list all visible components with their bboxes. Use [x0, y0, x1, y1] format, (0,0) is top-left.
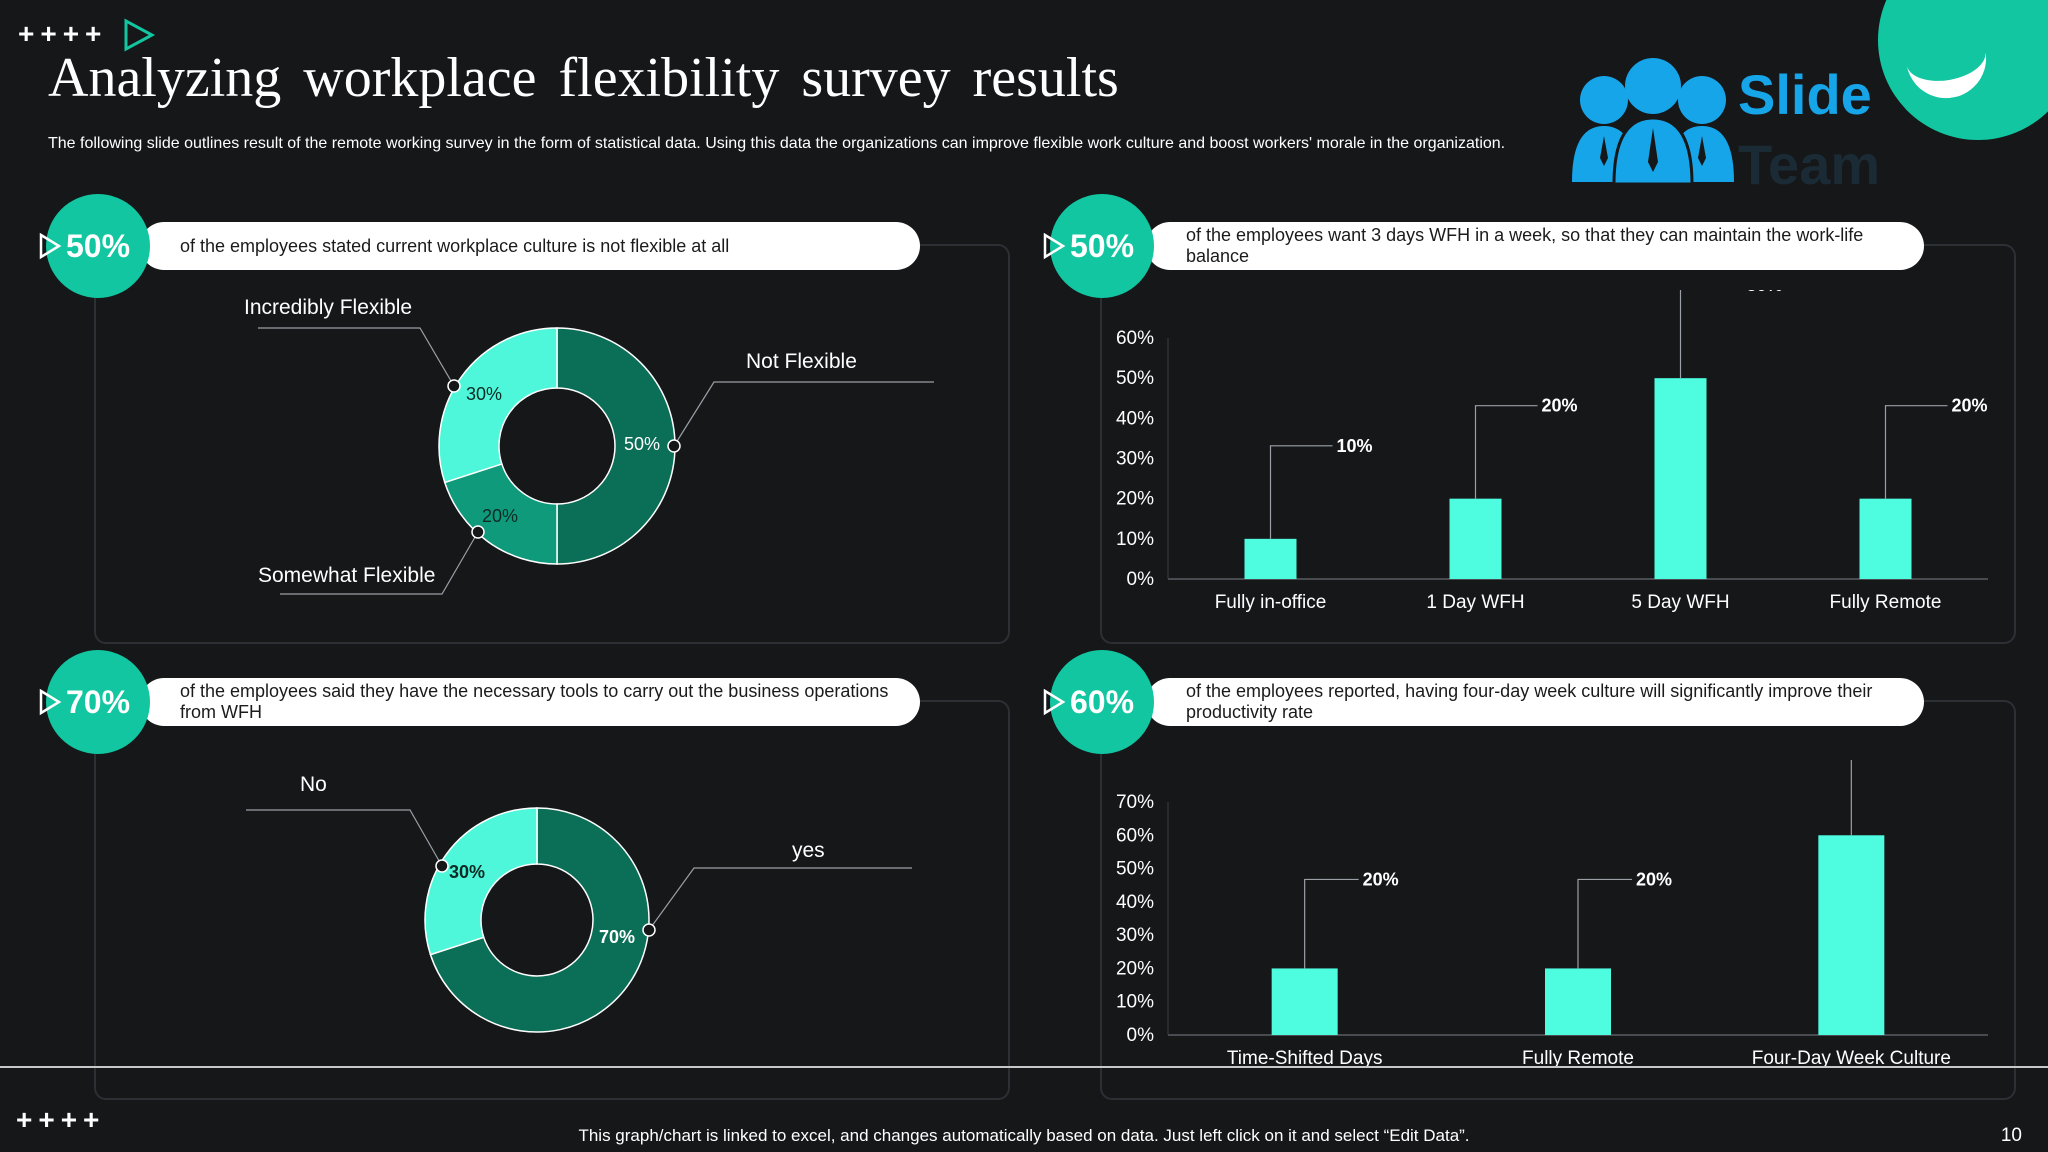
play-icon [38, 232, 62, 265]
y-tick-label: 30% [1116, 925, 1154, 946]
donut-slice [424, 807, 538, 956]
callout-line [1884, 405, 1948, 499]
donut-chart-flexibility: 50% 20% 30% Not Flexible Somewhat Flexib… [244, 296, 934, 595]
stat-badge: 60% [1050, 650, 1154, 754]
page-number: 10 [2000, 1125, 2022, 1146]
donut-slice-label: 50% [624, 434, 660, 454]
y-tick-label: 10% [1116, 992, 1154, 1013]
bar [1859, 498, 1912, 579]
x-tick-label: 5 Day WFH [1631, 592, 1729, 613]
bar-chart-four-day-week: 0% 10% 20% 30% 40% 50% 60% 70% Time-Shifted Days… [1116, 760, 1988, 1069]
y-tick-label: 10% [1116, 529, 1154, 550]
bar-chart-wfh-days: 0% 10% 20% 30% 40% 50% 60% Fully in-office 10% 1 … [1116, 290, 1988, 613]
stat-description-text: of the employees stated current workplac… [180, 235, 730, 256]
y-tick-label: 60% [1116, 825, 1154, 846]
callout-line [648, 867, 912, 931]
callout-line [246, 809, 443, 867]
stat-description-text: of the employees said they have the nece… [180, 681, 889, 722]
callout-line [1850, 760, 1852, 836]
donut-slice-label: 20% [482, 506, 518, 526]
bar-value-label: 20% [1636, 869, 1672, 889]
callout-dot [471, 525, 485, 539]
bar-value-label: 20% [1363, 869, 1399, 889]
donut-slice-label: 70% [599, 927, 635, 947]
callout-line [258, 327, 455, 387]
y-tick-label: 20% [1116, 958, 1154, 979]
callout-dot [447, 379, 461, 393]
stat-description: of the employees said they have the nece… [140, 678, 920, 726]
callout-line [280, 531, 479, 595]
donut-category-label: Somewhat Flexible [258, 564, 435, 587]
callout-line [1269, 445, 1333, 539]
stat-badge: 70% [46, 650, 150, 754]
play-icon [38, 688, 62, 721]
bar [1271, 968, 1338, 1035]
x-tick-label: Four-Day Week Culture [1752, 1048, 1951, 1069]
stat-badge: 50% [46, 194, 150, 298]
callout-dot [642, 923, 656, 937]
bar [1654, 378, 1707, 579]
y-tick-label: 30% [1116, 449, 1154, 470]
play-icon [122, 18, 156, 57]
callout-line [1679, 290, 1682, 379]
callout-line [1577, 878, 1632, 969]
people-logo-icon [1568, 58, 1738, 191]
decor-crosses-bottom: ++++ [16, 1104, 106, 1135]
callout-dot [435, 859, 449, 873]
donut-slice [429, 807, 650, 1033]
donut-slice-label: 30% [466, 384, 502, 404]
logo-text-team: Team [1738, 133, 1881, 196]
stat-badge: 50% [1050, 194, 1154, 298]
donut-category-label: Incredibly Flexible [244, 296, 412, 319]
play-icon [1042, 232, 1066, 265]
y-tick-label: 60% [1116, 328, 1154, 349]
x-tick-label: Time-Shifted Days [1227, 1048, 1383, 1069]
y-tick-label: 40% [1116, 892, 1154, 913]
bar-value-label: 20% [1952, 396, 1988, 416]
logo-text-slide: Slide [1738, 63, 1872, 126]
y-tick-label: 0% [1127, 569, 1155, 590]
callout-line [1474, 405, 1538, 499]
stat-description: of the employees reported, having four-d… [1146, 678, 1924, 726]
donut-slice-label: 30% [449, 862, 485, 882]
callout-dot [667, 439, 681, 453]
y-tick-label: 40% [1116, 408, 1154, 429]
x-tick-label: Fully Remote [1522, 1048, 1634, 1069]
stat-description: of the employees want 3 days WFH in a we… [1146, 222, 1924, 270]
y-tick-label: 50% [1116, 368, 1154, 389]
donut-category-label: yes [792, 839, 825, 862]
bar-value-label: 50% [1747, 290, 1783, 295]
donut-category-label: Not Flexible [746, 350, 857, 373]
donut-chart-wfh-tools: 70% 30% yes No [246, 773, 912, 1033]
y-tick-label: 0% [1127, 1025, 1155, 1046]
stat-description: of the employees stated current workplac… [140, 222, 920, 270]
bar [1545, 968, 1611, 1035]
bar [1244, 538, 1297, 579]
x-tick-label: Fully in-office [1215, 592, 1327, 613]
footer-divider [0, 1066, 2048, 1068]
donut-slice [438, 327, 558, 484]
stat-description-text: of the employees want 3 days WFH in a we… [1186, 225, 1864, 266]
bar [1818, 835, 1885, 1035]
bar-value-label: 10% [1337, 436, 1373, 456]
page-title: Analyzing workplace flexibility survey r… [48, 47, 1119, 109]
bar-value-label: 20% [1542, 396, 1578, 416]
bar [1449, 498, 1502, 579]
x-tick-label: 1 Day WFH [1426, 592, 1524, 613]
callout-line [1304, 878, 1359, 969]
y-tick-label: 20% [1116, 489, 1154, 510]
stat-description-text: of the employees reported, having four-d… [1186, 681, 1873, 722]
donut-category-label: No [300, 773, 327, 796]
play-icon [1042, 688, 1066, 721]
page-subtitle: The following slide outlines result of t… [48, 135, 1506, 152]
decor-crosses-top: ++++ [18, 18, 108, 49]
x-tick-label: Fully Remote [1830, 592, 1942, 613]
callout-line [673, 381, 934, 447]
donut-slice [556, 327, 676, 565]
y-tick-label: 70% [1116, 792, 1154, 813]
y-tick-label: 50% [1116, 859, 1154, 880]
footer-note: This graph/chart is linked to excel, and… [578, 1126, 1470, 1145]
donut-slice [443, 462, 558, 565]
